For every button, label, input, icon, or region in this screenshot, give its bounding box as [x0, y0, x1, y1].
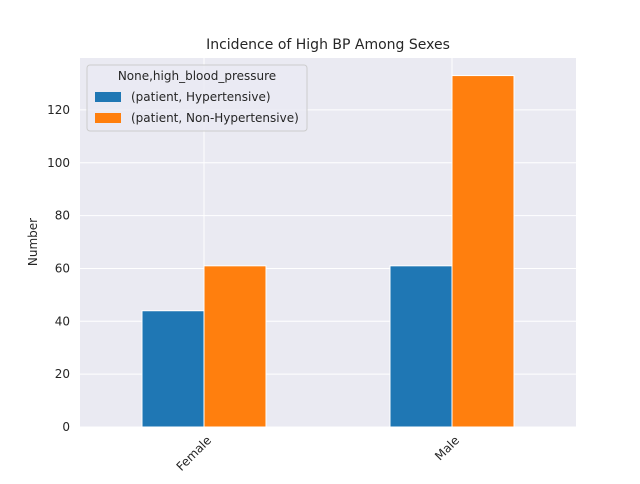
legend-title: None,high_blood_pressure — [118, 69, 276, 83]
x-tick-label: Male — [432, 433, 462, 463]
y-tick-label: 20 — [55, 367, 70, 381]
bar — [141, 310, 205, 428]
y-tick-label: 60 — [55, 261, 70, 275]
y-axis-label: Number — [26, 218, 40, 266]
y-tick-label: 120 — [47, 103, 70, 117]
legend-frame — [86, 64, 308, 132]
bar — [203, 265, 267, 428]
legend-swatch — [95, 113, 121, 123]
legend: None,high_blood_pressure (patient, Hyper… — [86, 64, 308, 132]
legend-items: (patient, Hypertensive) (patient, Non-Hyp… — [95, 90, 299, 125]
legend-label: (patient, Hypertensive) — [131, 90, 271, 104]
y-tick-label: 100 — [47, 156, 70, 170]
y-tick-label: 80 — [55, 209, 70, 223]
y-tick-label: 0 — [62, 420, 70, 434]
bars — [141, 75, 515, 428]
chart-title: Incidence of High BP Among Sexes — [206, 37, 450, 53]
y-tick-label: 40 — [55, 314, 70, 328]
bar — [451, 75, 515, 428]
y-axis-ticks: 0 20 40 60 80 100 120 — [47, 103, 70, 434]
x-axis-ticks: Female Male — [174, 433, 463, 474]
x-tick-label: Female — [174, 433, 215, 474]
legend-label: (patient, Non-Hypertensive) — [131, 111, 299, 125]
bar — [389, 265, 453, 428]
legend-swatch — [95, 92, 121, 102]
